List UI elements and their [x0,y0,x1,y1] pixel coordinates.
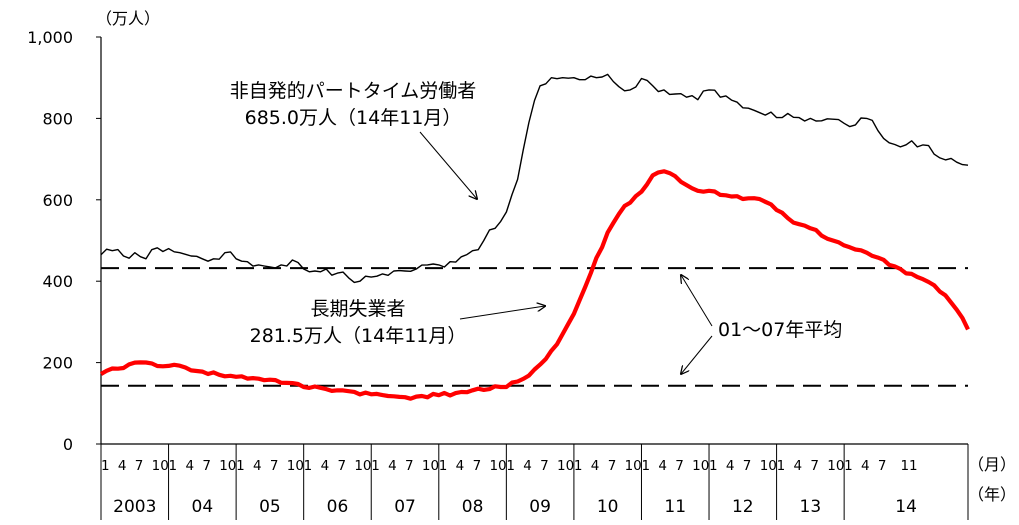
x-month-label: 1 [236,458,245,474]
average-annotation: 01～07年平均 [718,319,842,341]
x-year-label: 04 [192,497,214,517]
x-year-label: 09 [529,497,551,517]
y-axis-ticks: 0 200 400 600 800 1,000 [27,28,101,454]
x-month-label: 10 [287,458,304,474]
x-month-label: 10 [692,458,709,474]
x-month-label: 4 [321,458,330,474]
x-month-label: 1 [574,458,583,474]
x-year-label: 08 [462,497,484,517]
x-month-label: 4 [118,458,127,474]
x-month-label: 7 [810,458,819,474]
x-month-label: 1 [304,458,313,474]
y-tick-label: 1,000 [27,28,73,47]
x-month-label: 1 [709,458,718,474]
x-month-label: 1 [777,458,786,474]
x-month-label: 1 [371,458,380,474]
x-month-label: 4 [658,458,667,474]
x-month-label: 10 [152,458,169,474]
y-tick-label: 800 [42,109,73,128]
x-month-label: 4 [185,458,194,474]
x-month-label: 4 [456,458,465,474]
average-arrow-lower [681,335,713,374]
x-month-label: 1 [101,458,110,474]
average-arrow-upper [681,275,713,327]
x-month-label: 11 [900,458,917,474]
series-layer [99,73,970,401]
x-month-label: 10 [219,458,236,474]
x-year-label: 12 [732,497,754,517]
x-month-label: 10 [557,458,574,474]
x-month-label: 1 [169,458,178,474]
x-year-label: 07 [394,497,416,517]
parttime-annotation-line1: 非自発的パートタイム労働者 [230,80,477,102]
x-month-label: 7 [540,458,549,474]
x-month-label: 7 [337,458,346,474]
longterm-annotation-arrow [459,306,545,320]
x-month-label: 1 [506,458,515,474]
x-month-label: 7 [608,458,617,474]
x-month-label: 4 [793,458,802,474]
x-year-label: 05 [259,497,281,517]
x-month-label: 7 [473,458,482,474]
x-year-label: 13 [800,497,822,517]
y-tick-label: 400 [42,272,73,291]
x-year-label: 10 [597,497,619,517]
x-month-label: 1 [641,458,650,474]
x-month-label: 10 [422,458,439,474]
x-month-label: 10 [827,458,844,474]
x-year-label: 2003 [113,497,156,517]
x-year-label: 06 [327,497,349,517]
x-month-label: 1 [439,458,448,474]
x-month-label: 7 [202,458,211,474]
x-month-label: 7 [135,458,144,474]
x-month-label: 7 [270,458,279,474]
x-month-label: 7 [405,458,414,474]
x-month-label: 1 [844,458,853,474]
x-month-label: 10 [625,458,642,474]
x-month-label: 10 [760,458,777,474]
x-month-label: 10 [354,458,371,474]
x-month-unit: （月） [968,455,1016,474]
parttime-annotation-arrow [419,131,477,199]
x-month-label: 4 [388,458,397,474]
x-year-unit: （年） [968,485,1016,504]
x-month-label: 4 [523,458,532,474]
x-year-label: 11 [664,497,686,517]
longterm-annotation-line2: 281.5万人（14年11月） [250,325,467,347]
x-month-label: 7 [743,458,752,474]
x-month-label: 4 [253,458,262,474]
parttime-series-line [100,73,969,284]
y-tick-label: 600 [42,191,73,210]
reference-lines [101,267,968,387]
longterm-annotation-line1: 長期失業者 [310,298,405,320]
x-month-label: 4 [861,458,870,474]
parttime-annotation-line2: 685.0万人（14年11月） [245,107,462,129]
x-month-label: 4 [726,458,735,474]
x-month-label: 7 [878,458,887,474]
x-month-label: 10 [489,458,506,474]
x-year-label: 14 [895,497,917,517]
x-month-label: 4 [591,458,600,474]
y-tick-label: 0 [63,435,73,454]
y-unit-label: （万人） [96,9,160,28]
y-tick-label: 200 [42,354,73,373]
longterm-series-line [99,169,970,401]
x-month-label: 7 [675,458,684,474]
